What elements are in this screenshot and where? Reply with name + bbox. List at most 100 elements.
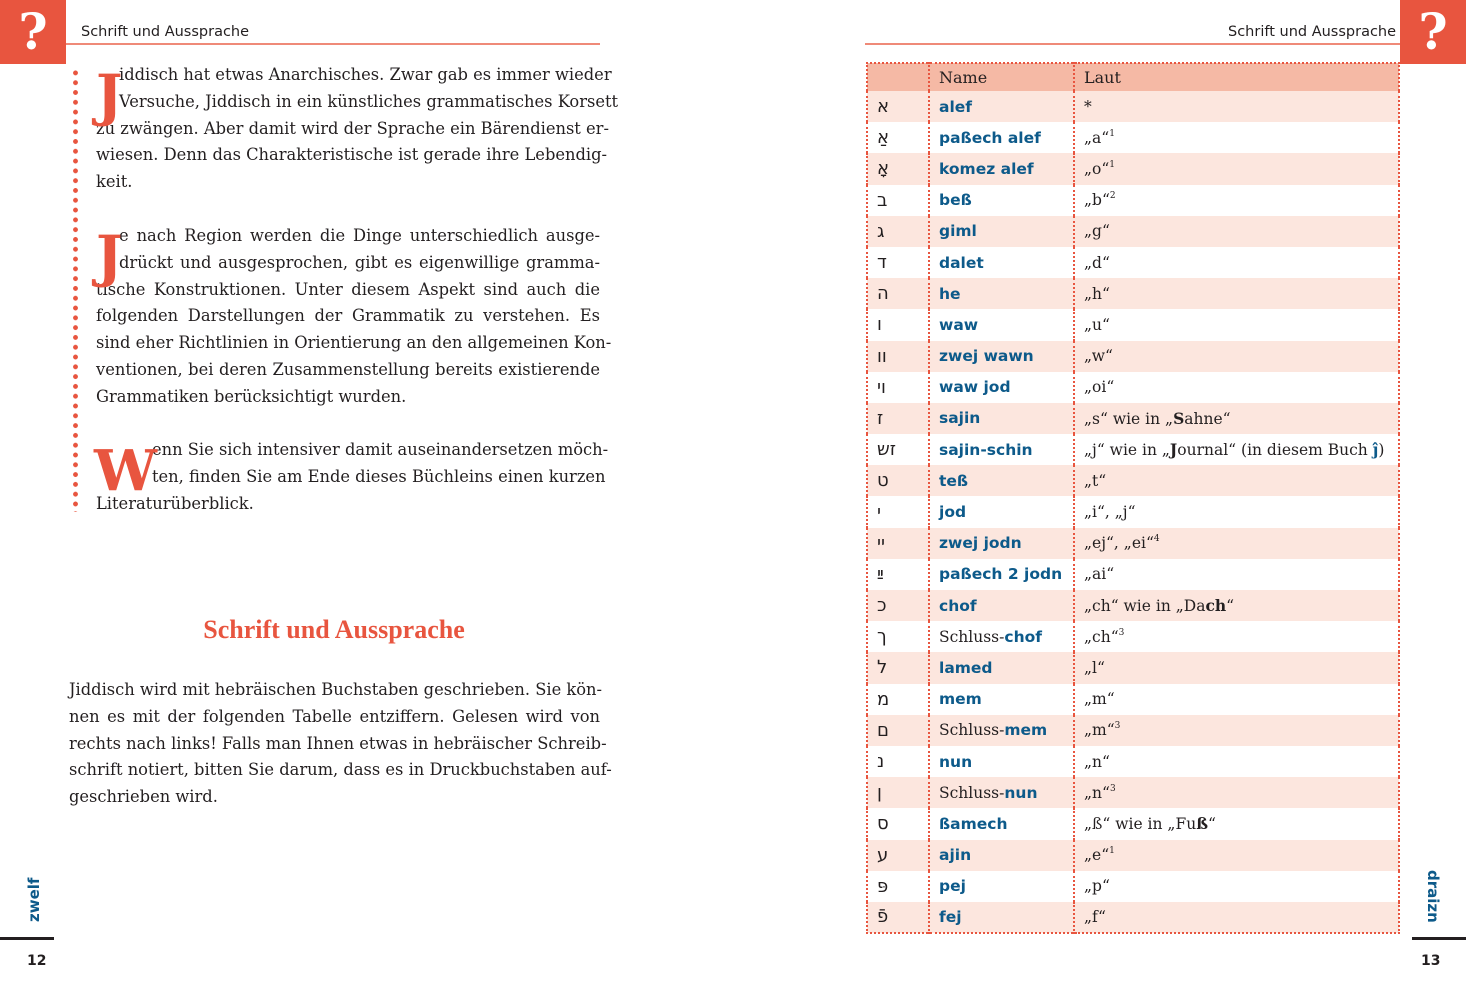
letter-name-cell: pej (929, 870, 1075, 902)
letter-name-cell: mem (929, 683, 1075, 715)
sound-text: „i“, „j“ (1084, 503, 1136, 522)
sound-text: „ai“ (1084, 565, 1115, 584)
header-rule-left (66, 43, 600, 45)
letter-name: teß (939, 471, 969, 490)
text-line: e nach Region werden die Dinge unterschi… (119, 226, 600, 245)
hebrew-letter: ם (867, 714, 930, 746)
sound-text: „ch“ wie in „Da (1084, 597, 1206, 616)
sound-text: ahne“ (1184, 409, 1231, 428)
table-row: נ nun „n“ (867, 745, 1399, 778)
sound-cell: „b“2 (1074, 184, 1399, 216)
hebrew-letter: וי (867, 371, 930, 403)
text-line: wiesen. Denn das Charakteristische ist g… (96, 145, 608, 165)
text-line: zu zwängen. Aber damit wird der Sprache … (96, 118, 609, 138)
folio-bar-left (0, 937, 54, 940)
sound-cell: „h“ (1074, 278, 1399, 310)
letter-name: he (939, 284, 961, 303)
table-row: ד dalet „d“ (867, 246, 1399, 279)
sound-text: ß (1196, 814, 1208, 834)
table-row: ך Schluss-chof „ch“3 (867, 621, 1399, 653)
table-row: ם Schluss-mem „m“3 (867, 714, 1399, 746)
text-line: sind eher Richtlinien in Orientierung an… (96, 333, 612, 353)
hebrew-letter: ד (867, 246, 930, 279)
text-line: folgenden Darstellungen der Grammatik zu… (96, 306, 600, 326)
letter-name-cell: teß (929, 465, 1075, 497)
sound-text: „l“ (1084, 658, 1105, 677)
table-row: י jod „i“, „j“ (867, 496, 1399, 528)
letter-name-cell: fej (929, 901, 1075, 934)
sound-text: „e“ (1084, 846, 1110, 865)
hebrew-letter: אַ (867, 122, 930, 154)
table-row: ב beß „b“2 (867, 184, 1399, 216)
text-line: geschrieben wird. (69, 787, 218, 807)
footnote-ref: 2 (1109, 191, 1116, 202)
table-row: ז sajin „s“ wie in „Sahne“ (867, 402, 1399, 435)
text-line: Versuche, Jiddisch in ein künstliches gr… (119, 91, 619, 111)
letter-name: komez alef (939, 159, 1034, 178)
letter-name-cell: sajin (929, 402, 1075, 435)
letter-name: chof (1004, 627, 1042, 646)
table-row: ו waw „u“ (867, 309, 1399, 341)
footnote-ref: 1 (1109, 128, 1115, 139)
footnote-ref: 3 (1118, 627, 1125, 638)
letter-name: alef (939, 97, 973, 116)
sound-text: * (1084, 97, 1092, 116)
letter-name-cell: Schluss-nun (929, 777, 1075, 809)
hebrew-letter: כ (867, 590, 930, 622)
letter-name: zwej wawn (939, 347, 1034, 366)
sound-cell: „n“ (1074, 745, 1399, 778)
table-row: ן Schluss-nun „n“3 (867, 777, 1399, 809)
letter-name-cell: chof (929, 590, 1075, 622)
sound-cell: „f“ (1074, 901, 1399, 934)
sound-cell: „g“ (1074, 215, 1399, 247)
sound-text: „oi“ (1084, 378, 1115, 397)
letter-name-cell: waw (929, 309, 1075, 341)
hebrew-letter: ל (867, 652, 930, 684)
hebrew-letter: יי (867, 527, 930, 559)
table-row: ע ajin „e“1 (867, 839, 1399, 871)
hebrew-letter: א (867, 91, 930, 123)
header-laut: Laut (1074, 63, 1399, 91)
hebrew-letter: ג (867, 215, 930, 247)
hebrew-letter: פּ (867, 870, 930, 902)
header-letter (867, 63, 930, 91)
sound-text: „m“ (1084, 721, 1115, 740)
letter-name: fej (939, 907, 962, 926)
letter-name: nun (1004, 783, 1038, 802)
hebrew-letter: ס (867, 808, 930, 840)
sound-text: „ß“ wie in „Fu (1084, 815, 1197, 834)
sound-cell: „t“ (1074, 465, 1399, 497)
sound-cell: „ch“ wie in „Dach“ (1074, 590, 1399, 622)
sound-text: J (1169, 440, 1178, 460)
letter-name: lamed (939, 658, 993, 677)
page-number-right: 13 (1421, 953, 1441, 969)
sound-text: „j“ wie in „ (1084, 441, 1170, 460)
letter-name-cell: alef (929, 91, 1075, 123)
text-line: rechts nach links! Falls man Ihnen etwas… (69, 733, 607, 753)
table-row: אָ komez alef „o“1 (867, 153, 1399, 185)
hebrew-letter: ך (867, 621, 930, 653)
hebrew-letter: י (867, 496, 930, 528)
letter-name: waw (939, 315, 979, 334)
sound-cell: „n“3 (1074, 777, 1399, 809)
hebrew-letter: נ (867, 745, 930, 778)
sound-cell: „w“ (1074, 340, 1399, 372)
sound-text: „d“ (1084, 253, 1110, 272)
letter-name-cell: zwej wawn (929, 340, 1075, 372)
running-head-right: Schrift und Aussprache (1228, 24, 1397, 40)
sound-text: ch (1205, 596, 1227, 616)
footnote-ref: 1 (1109, 846, 1115, 857)
sound-text: „a“ (1084, 128, 1110, 147)
section-heading: Schrift und Aussprache (203, 615, 465, 644)
letter-name-cell: beß (929, 184, 1075, 216)
letter-name-cell: komez alef (929, 153, 1075, 185)
sound-cell: „o“1 (1074, 153, 1399, 185)
letter-name: ajin (939, 846, 972, 865)
header-rule-right (865, 43, 1400, 45)
letter-name-cell: sajin-schin (929, 434, 1075, 466)
text-line: keit. (96, 172, 133, 192)
sound-cell: „m“ (1074, 683, 1399, 715)
sound-cell: „l“ (1074, 652, 1399, 684)
